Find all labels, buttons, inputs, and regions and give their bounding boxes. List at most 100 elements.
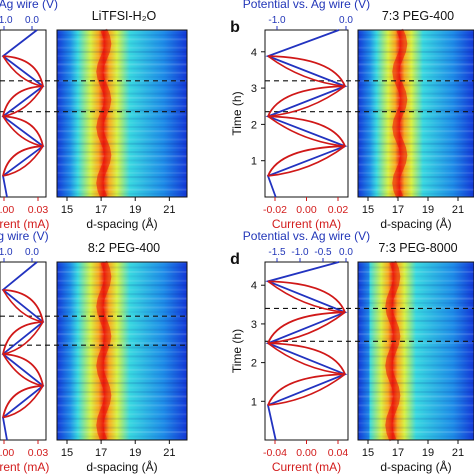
heatmap-stripe [358, 368, 474, 371]
heatmap-stripe [358, 67, 474, 70]
current-tick-label: 0.03 [28, 204, 49, 216]
current-trace-segment [2, 145, 44, 177]
heatmap-x-label: d-spacing (Å) [86, 459, 157, 474]
heatmap-x-label: d-spacing (Å) [380, 216, 451, 231]
potential-tick-label: 0.0 [25, 15, 39, 26]
heatmap-x-tick-label: 17 [392, 204, 404, 216]
current-trace-segment [2, 288, 44, 323]
heatmap-stripe [57, 288, 187, 291]
heatmap-stripe [57, 151, 187, 154]
panel-title: 7:3 PEG-8000 [378, 241, 457, 255]
heatmap-stripe [358, 262, 474, 264]
heatmap-stripe [358, 142, 474, 145]
heatmap-frame [56, 29, 188, 198]
heatmap-stripe [358, 377, 474, 380]
heatmap-stripe [358, 167, 474, 170]
current-axis-label: urrent (mA) [0, 217, 49, 231]
heatmap-stripe [358, 117, 474, 120]
heatmap-stripe [57, 84, 187, 87]
potential-axis-label: s. Ag wire (V) [0, 229, 49, 243]
heatmap-d [358, 262, 474, 440]
potential-trace-a [1, 29, 45, 198]
heatmap-stripe [57, 109, 187, 112]
heatmap-stripe [57, 324, 187, 327]
heatmap-frame [56, 261, 188, 441]
current-trace-segment [267, 55, 346, 87]
heatmap-stripe [358, 373, 474, 376]
heatmap-stripe [358, 284, 474, 287]
panel-a: 15 17 19 21 d-spacing (Å) LiTFSI-H₂O al vs. Ag… [0, 0, 188, 231]
heatmap-stripe [358, 351, 474, 353]
current-trace-segment [267, 311, 346, 345]
heatmap-stripe [57, 337, 187, 340]
heatmap-x-label: d-spacing (Å) [86, 216, 157, 231]
time-tick-label: 1 [251, 396, 257, 408]
heatmap-x-tick-label: 15 [61, 447, 73, 459]
heatmap-stripe [57, 297, 187, 300]
heatmap-stripe [57, 364, 187, 367]
potential-tick-label: -1.5 [268, 247, 286, 258]
heatmap-stripe [358, 138, 474, 141]
current-trace-segment [2, 115, 44, 147]
heatmap-stripe [358, 328, 474, 331]
heatmap-stripe [57, 100, 187, 103]
heatmap-stripe [358, 96, 474, 99]
heatmap-stripe [57, 284, 187, 287]
heatmap-stripe [358, 126, 474, 129]
heatmap-x-tick-label: 21 [452, 204, 464, 216]
current-tick-label: 0.03 [28, 447, 49, 459]
current-tick-label: 0.02 [328, 204, 349, 216]
potential-tick-label: 0.0 [339, 247, 353, 258]
potential-tick-label: 0.0 [339, 15, 353, 26]
time-axis-label: Time (h) [230, 91, 244, 135]
heatmap-x-tick-label: 17 [95, 204, 107, 216]
heatmap-stripe [358, 30, 474, 32]
heatmap-x-tick-label: 19 [129, 204, 141, 216]
heatmap-stripe [57, 346, 187, 349]
heatmap-stripe [57, 188, 187, 191]
heatmap-x-tick-label: 21 [452, 447, 464, 459]
time-tick-label: 1 [251, 156, 257, 168]
heatmap-stripe [57, 96, 187, 99]
heatmap-b [358, 30, 474, 197]
heatmap-stripe [358, 315, 474, 318]
time-axis-label: Time (h) [230, 329, 244, 373]
heatmap-stripe [358, 275, 474, 278]
potential-tick-label: -1.0 [0, 247, 13, 258]
heatmap-stripe [358, 155, 474, 158]
heatmap-stripe [358, 386, 474, 389]
heatmap-stripe [358, 46, 474, 49]
heatmap-stripe [358, 63, 474, 66]
current-trace-segment [2, 321, 44, 355]
potential-tick-label: -1.0 [0, 15, 13, 26]
heatmap-x-tick-label: 19 [129, 447, 141, 459]
current-trace-segment [267, 115, 346, 147]
heatmap-stripe [358, 163, 474, 166]
current-tick-label: -0.02 [263, 204, 287, 216]
heatmap-stripe [57, 42, 187, 45]
heatmap-stripe [57, 121, 187, 124]
heatmap-stripe [358, 270, 474, 273]
heatmap-stripe [57, 171, 187, 174]
heatmap-c [57, 262, 187, 440]
heatmap-stripe [358, 84, 474, 87]
current-trace-segment [267, 280, 346, 314]
current-trace-segment [267, 311, 346, 344]
heatmap-stripe [358, 146, 474, 149]
heatmap-stripe [358, 151, 474, 154]
potential-tick-label: -1.0 [268, 15, 286, 26]
current-trace-segment [2, 353, 44, 387]
panel-d: 15 17 19 21d-spacing (Å)7:3 PEG-8000dPotent… [230, 229, 474, 474]
heatmap-stripe [358, 359, 474, 362]
heatmap-x-tick-label: 21 [163, 447, 175, 459]
heatmap-stripe [358, 88, 474, 91]
heatmap-stripe [57, 373, 187, 376]
current-trace-segment [267, 115, 346, 147]
heatmap-stripe [57, 63, 187, 66]
heatmap-stripe [57, 180, 187, 183]
potential-tick-label: -0.5 [314, 247, 332, 258]
heatmap-stripe [358, 346, 474, 349]
heatmap-stripe [57, 105, 187, 108]
heatmap-x-tick-label: 19 [422, 204, 434, 216]
